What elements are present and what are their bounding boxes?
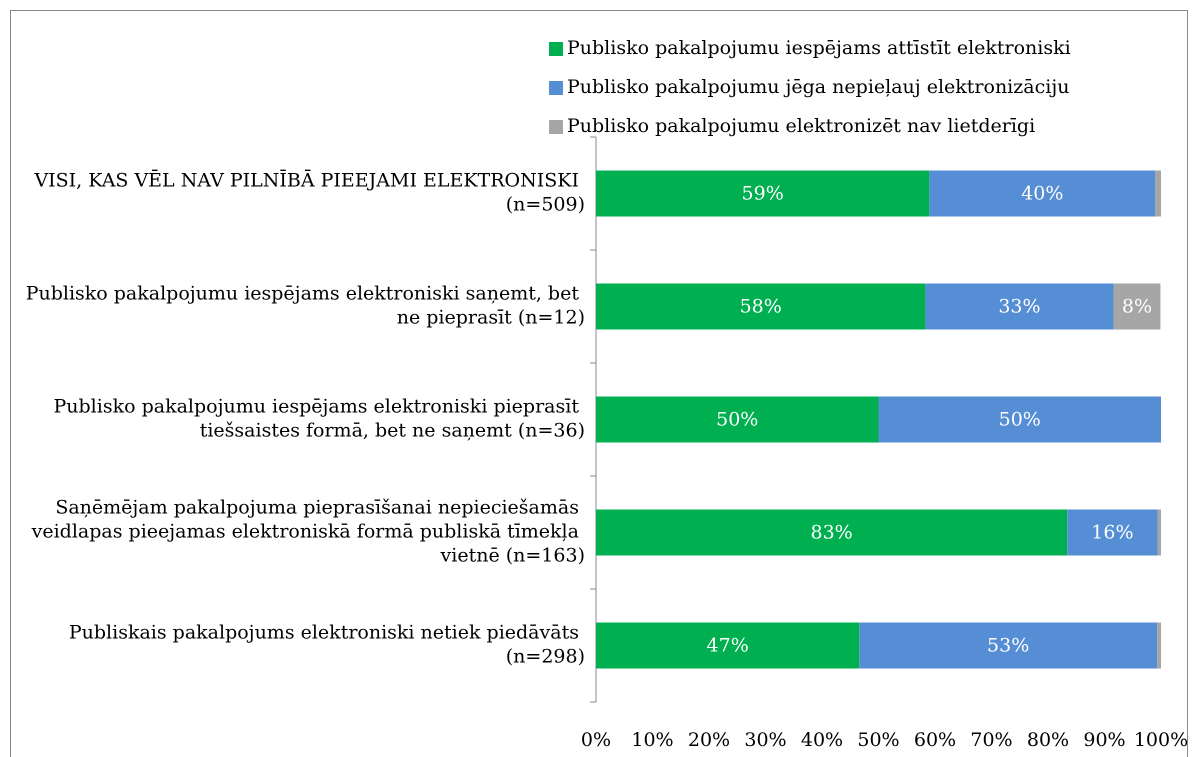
x-tick-label: 90%	[1083, 729, 1125, 751]
frame	[10, 10, 1188, 757]
bar-segment	[1155, 170, 1161, 217]
bar-segment	[1067, 509, 1158, 556]
bar-segment	[878, 396, 1161, 443]
legend-swatch	[549, 81, 563, 95]
bar-segment	[859, 622, 1158, 669]
bar-segment	[596, 283, 926, 330]
legend-swatch	[549, 120, 563, 134]
bar-segment	[1113, 283, 1161, 330]
data-label: 59%	[742, 183, 784, 205]
data-label: 58%	[740, 296, 782, 318]
data-label: 47%	[707, 635, 749, 657]
bar-segment	[925, 283, 1114, 330]
bar-segment	[929, 170, 1156, 217]
data-label: 16%	[1091, 522, 1133, 544]
data-label: 8%	[1122, 296, 1152, 318]
x-tick-label: 60%	[914, 729, 956, 751]
category-label: Publisko pakalpojumu iespējams elektroni…	[54, 396, 586, 442]
x-tick-label: 70%	[970, 729, 1012, 751]
x-tick-label: 10%	[631, 729, 673, 751]
data-label: 53%	[987, 635, 1029, 657]
legend-label: Publisko pakalpojumu iespējams attīstīt …	[567, 37, 1071, 59]
bar-segment	[596, 170, 930, 217]
x-tick-label: 50%	[857, 729, 899, 751]
data-label: 50%	[716, 409, 758, 431]
x-tick-label: 20%	[688, 729, 730, 751]
bar-segment	[1157, 509, 1161, 556]
data-label: 83%	[810, 522, 852, 544]
x-tick-label: 80%	[1027, 729, 1069, 751]
legend-label: Publisko pakalpojumu jēga nepieļauj elek…	[567, 76, 1069, 98]
category-label: Saņēmējam pakalpojuma pieprasīšanai nepi…	[31, 497, 585, 567]
category-label: Publiskais pakalpojums elektroniski neti…	[69, 622, 585, 668]
legend-label: Publisko pakalpojumu elektronizēt nav li…	[567, 115, 1035, 137]
bar-segment	[596, 509, 1068, 556]
bar-segment	[1157, 622, 1161, 669]
bar-segment	[596, 622, 860, 669]
x-tick-label: 100%	[1134, 729, 1188, 751]
data-label: 33%	[998, 296, 1040, 318]
x-tick-label: 30%	[744, 729, 786, 751]
x-tick-label: 40%	[801, 729, 843, 751]
category-label: VISI, KAS VĒL NAV PILNĪBĀ PIEEJAMI ELEKT…	[33, 169, 585, 216]
data-label: 40%	[1021, 183, 1063, 205]
category-label: Publisko pakalpojumu iespējams elektroni…	[26, 283, 585, 329]
legend-swatch	[549, 42, 563, 56]
bar-segment	[596, 396, 879, 443]
data-label: 50%	[999, 409, 1041, 431]
x-tick-label: 0%	[581, 729, 611, 751]
